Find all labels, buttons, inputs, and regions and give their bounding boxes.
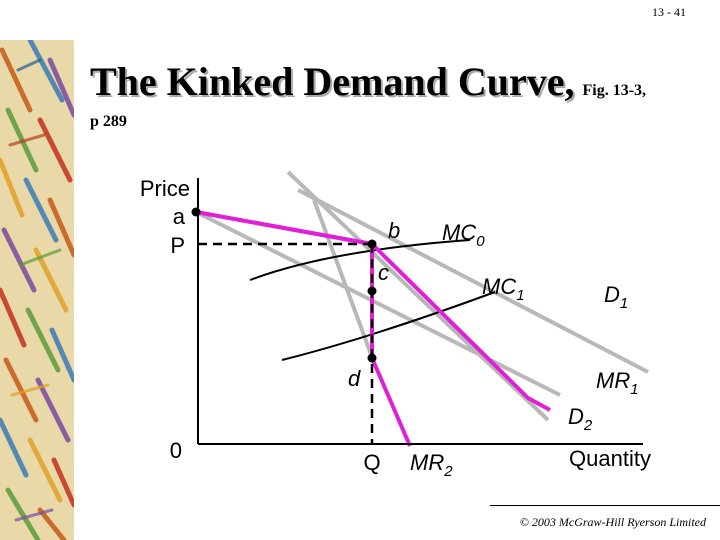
page-number: 13 - 41 bbox=[652, 5, 686, 19]
slide-title-main: The Kinked Demand Curve, bbox=[90, 59, 575, 104]
price-label: P bbox=[170, 233, 185, 258]
point-b-marker bbox=[367, 239, 377, 249]
point-c-marker bbox=[367, 286, 377, 296]
figure-reference: Fig. 13-3, bbox=[582, 82, 647, 99]
copyright-footer: © 2003 McGraw-Hill Ryerson Limited bbox=[519, 515, 706, 529]
curve-d2 bbox=[286, 170, 550, 422]
decorative-strip bbox=[0, 40, 74, 540]
curve-mc1 bbox=[281, 291, 496, 361]
point-a-label: a bbox=[173, 204, 186, 229]
label-mr1: MR1 bbox=[596, 368, 639, 398]
x-axis-label: Quantity bbox=[569, 446, 651, 471]
label-mc0: MC0 bbox=[442, 220, 485, 250]
y-axis-label: Price bbox=[140, 176, 190, 201]
page-reference: p 289 bbox=[90, 113, 127, 130]
slide-title: The Kinked Demand Curve, Fig. 13-3, bbox=[90, 58, 646, 105]
curve-mr1 bbox=[297, 188, 649, 374]
point-b-label: b bbox=[388, 218, 400, 243]
point-a-marker bbox=[191, 207, 201, 217]
curve-d1 bbox=[195, 210, 561, 397]
label-mc1: MC1 bbox=[482, 274, 525, 304]
point-d-marker bbox=[367, 353, 377, 363]
footer-divider bbox=[490, 505, 720, 506]
label-d1: D1 bbox=[604, 282, 628, 312]
curve-mc0 bbox=[249, 239, 471, 281]
label-d2: D2 bbox=[568, 404, 593, 434]
quantity-label: Q bbox=[363, 450, 380, 475]
curve-mr1-upper bbox=[312, 199, 374, 358]
origin-label: 0 bbox=[170, 438, 182, 463]
point-c-label: c bbox=[378, 260, 389, 285]
label-mr2: MR2 bbox=[410, 450, 453, 480]
point-d-label: d bbox=[348, 366, 361, 391]
